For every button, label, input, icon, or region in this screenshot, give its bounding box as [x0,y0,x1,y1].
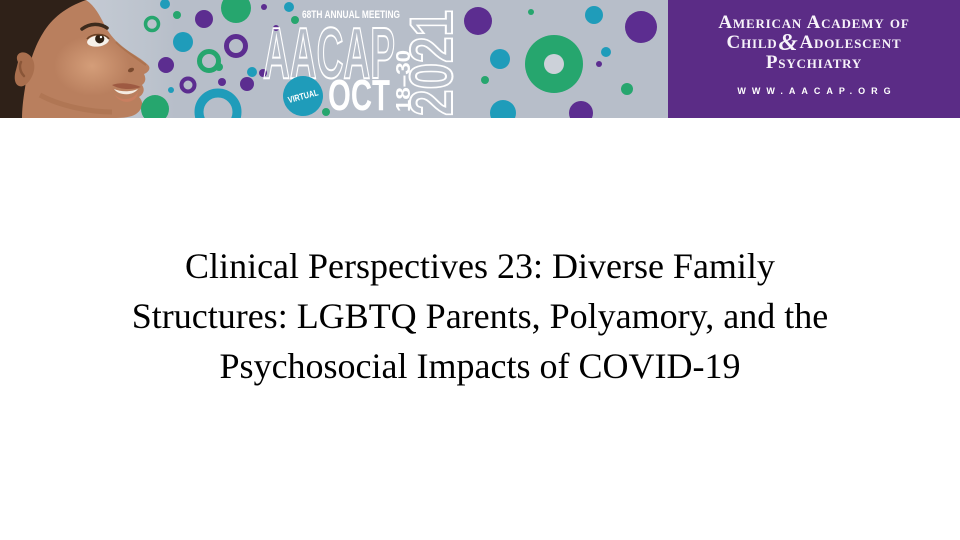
virtual-badge: VIRTUAL [283,76,323,116]
hair [0,0,86,118]
slide-title-line-1: Clinical Perspectives 23: Diverse Family [185,246,775,286]
org-name-line2-word2: Adolescent [799,32,902,53]
meeting-label: 68TH ANNUAL MEETING [302,9,400,21]
org-website: WWW.AACAP.ORG [737,86,897,96]
ampersand: & [778,29,799,56]
smiling-mouth [112,83,141,102]
aacap-acronym-outline: AACAP [263,14,395,94]
ear [14,52,35,87]
eyebrow [80,22,109,31]
year-vertical-outline: 2021 [398,10,465,116]
slide-title: Clinical Perspectives 23: Diverse Family… [0,241,960,391]
confetti-dots-pattern [141,0,657,118]
month-label: OCT [328,71,390,118]
org-name-line2: Child&Adolescent [668,30,960,55]
org-name-line3: Psychiatry [765,52,863,73]
header-banner: 68TH ANNUAL MEETING AACAP OCT 18–30 2021… [0,0,960,118]
nostril [127,67,135,73]
org-name-line1: American Academy of [718,12,910,33]
aacap-meeting-logo: 68TH ANNUAL MEETING AACAP OCT 18–30 2021… [262,9,466,118]
org-banner: American Academy of Child&Adolescent Psy… [668,0,960,118]
slide-title-line-2: Structures: LGBTQ Parents, Polyamory, an… [131,296,829,336]
date-range-vertical: 18–30 [393,50,415,112]
org-name: American Academy of Child&Adolescent Psy… [668,13,960,73]
org-name-line2-word1: Child [726,32,778,53]
eye [87,34,109,47]
slide-title-line-3: Psychosocial Impacts of COVID-19 [219,346,741,386]
virtual-badge-circle [283,76,323,116]
child-face-illustration [0,0,150,118]
